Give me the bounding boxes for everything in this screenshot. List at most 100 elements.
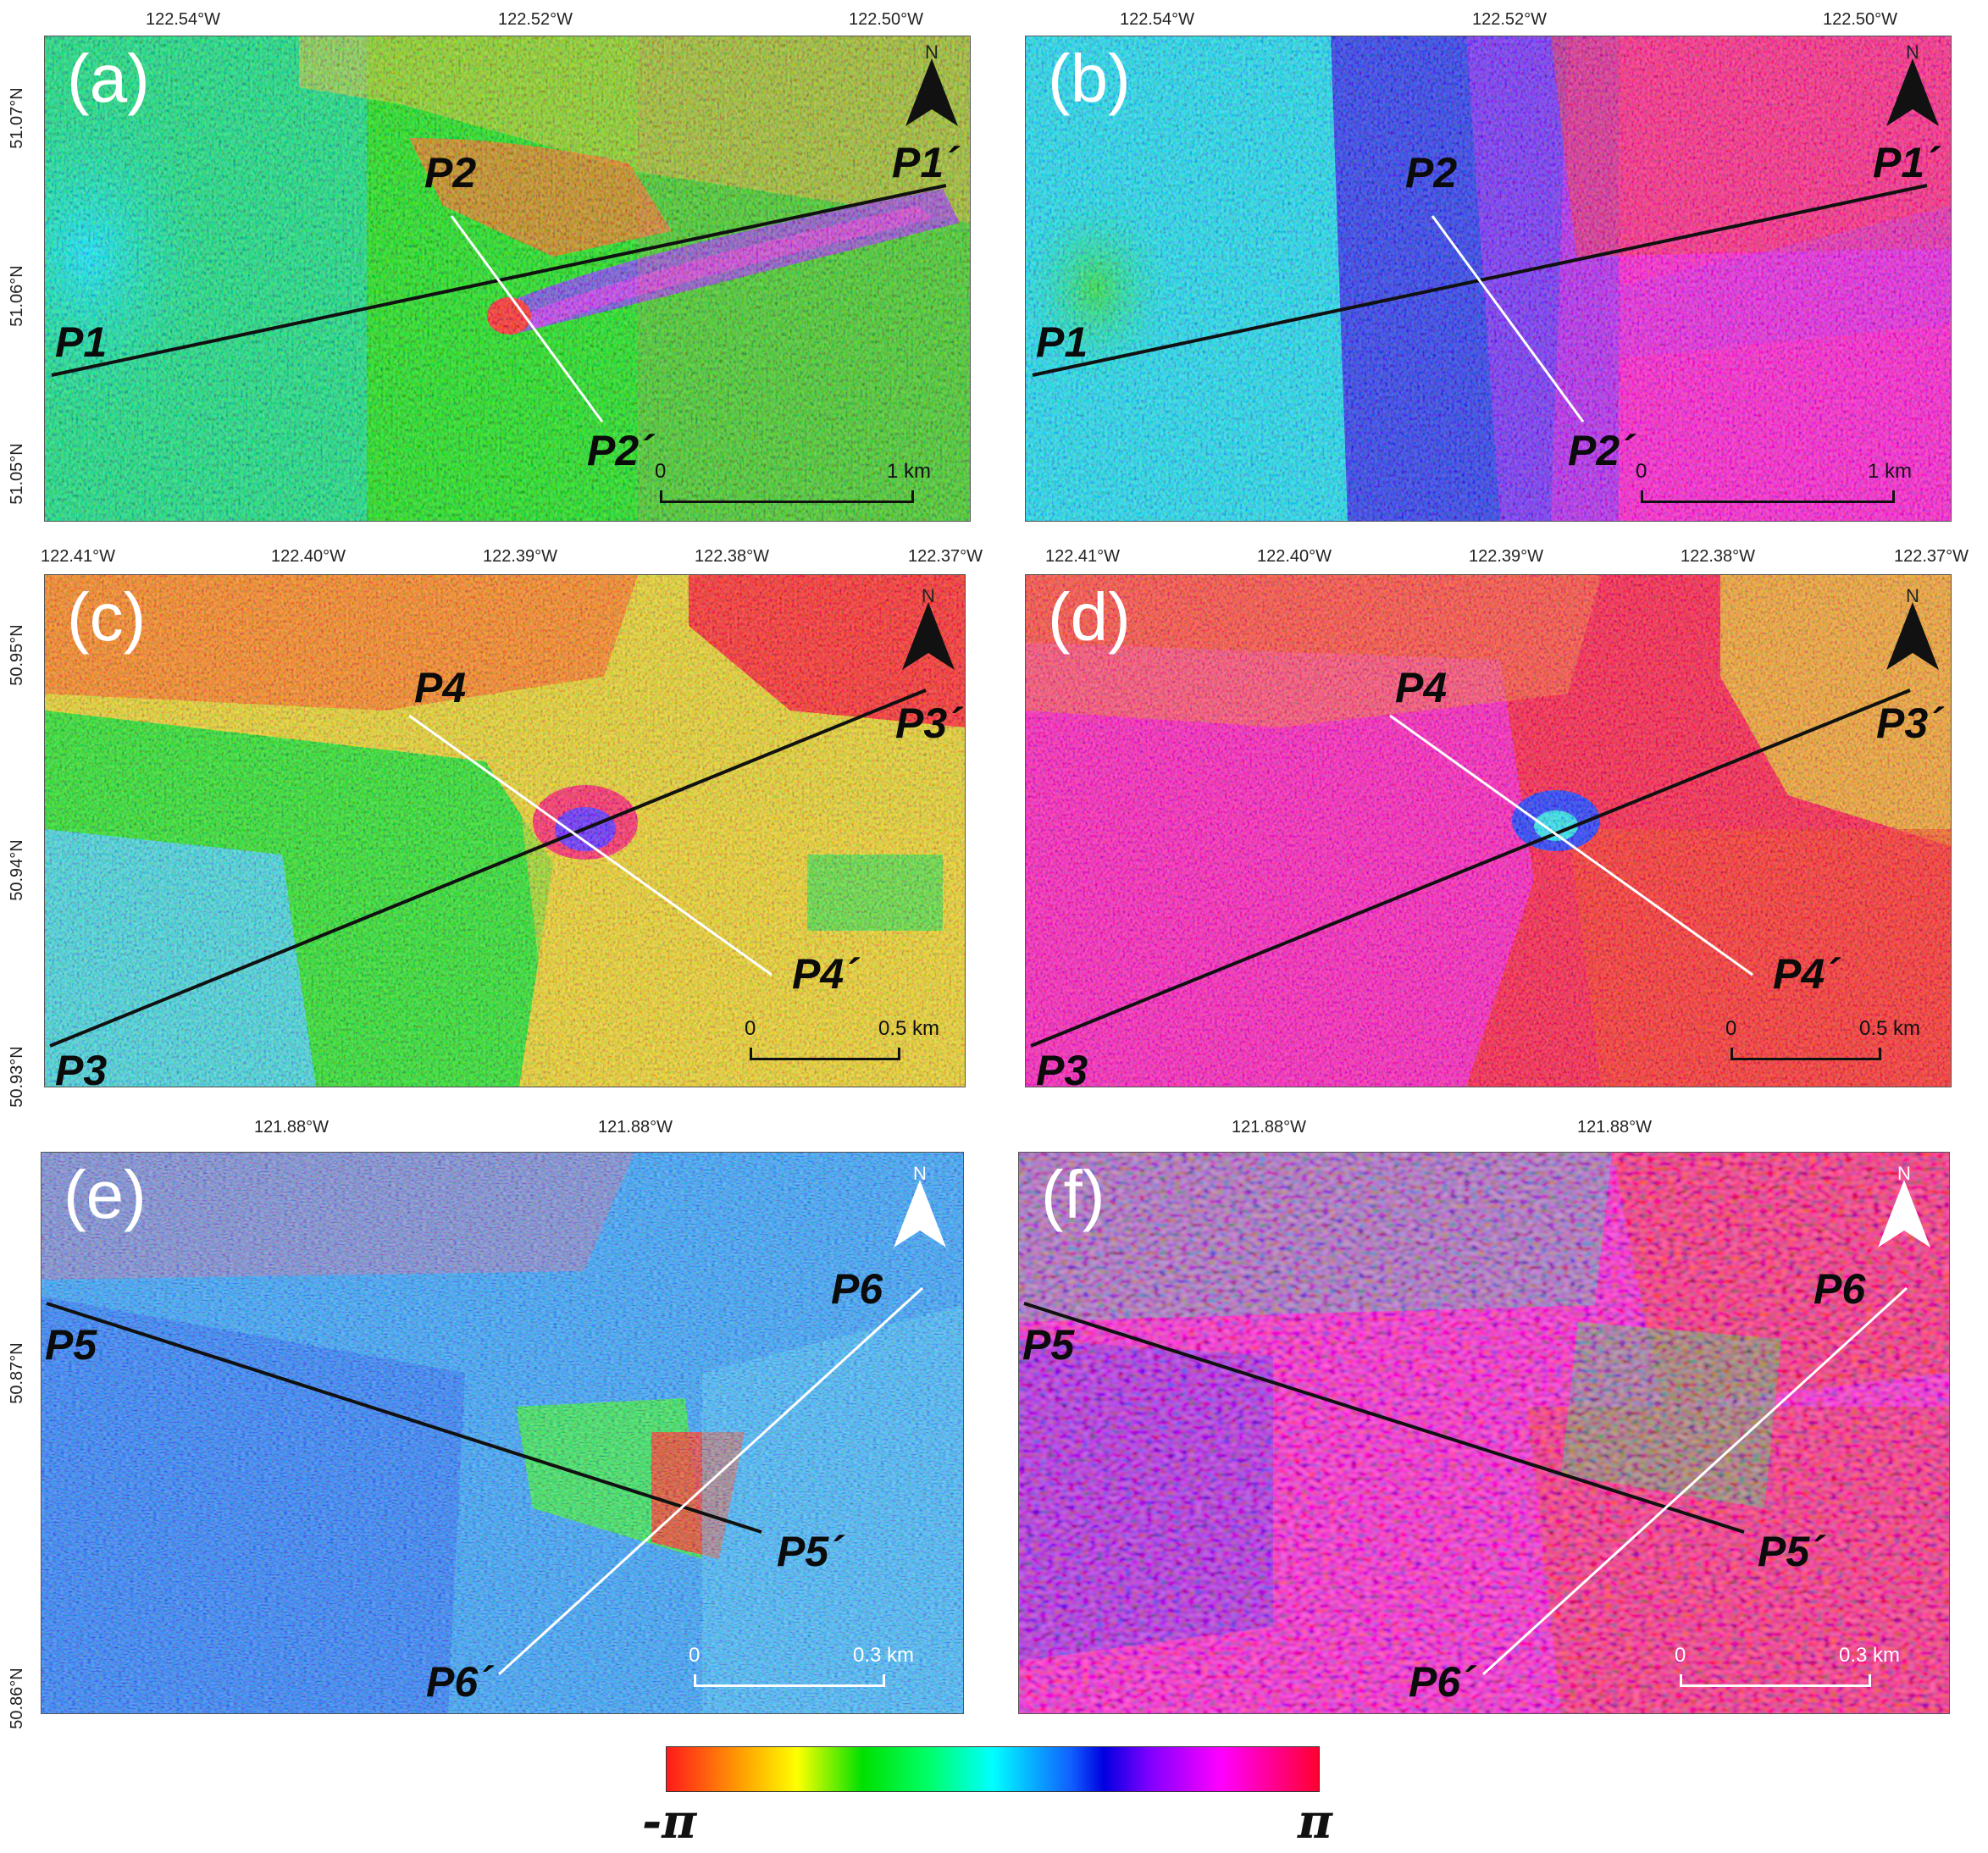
scale-bar: 0 0.5 km	[1725, 1017, 1920, 1068]
profile-line-p2	[450, 215, 604, 423]
x-tick: 121.88°W	[1577, 1118, 1653, 1137]
phase-map	[1019, 1153, 1949, 1713]
point-label-p3: P3	[1036, 1047, 1088, 1087]
x-tick: 121.88°W	[598, 1118, 673, 1137]
scale-bar: 0 0.5 km	[745, 1017, 939, 1068]
phase-colorbar	[666, 1746, 1320, 1792]
scale-end: 0.3 km	[852, 1644, 914, 1667]
point-label-p4-prime: P4´	[792, 950, 858, 998]
scale-end: 1 km	[1867, 460, 1912, 483]
point-label-p3-prime: P3´	[1876, 700, 1942, 747]
profile-line-p4	[408, 714, 772, 976]
y-tick: 51.05°N	[7, 443, 26, 505]
profile-line-p6	[497, 1286, 924, 1676]
profile-line-p5	[1023, 1302, 1745, 1534]
y-tick: 50.94°N	[7, 839, 26, 901]
x-tick: 122.50°W	[1823, 10, 1898, 29]
scale-start: 0	[1725, 1017, 1737, 1040]
y-tick: 51.06°N	[7, 265, 26, 327]
panel-label: (f)	[1041, 1157, 1105, 1232]
point-label-p6: P6	[1814, 1265, 1866, 1313]
point-label-p2-prime: P2´	[1568, 427, 1634, 474]
x-tick: 122.38°W	[1681, 547, 1756, 566]
map-panel-c: (c) P3 P3´ P4 P4´ N 0 0.5 km	[44, 574, 966, 1087]
profile-line-p5	[46, 1302, 762, 1534]
x-tick: 121.88°W	[254, 1118, 329, 1137]
point-label-p5: P5	[45, 1321, 97, 1369]
y-tick: 51.07°N	[7, 87, 26, 149]
profile-line-p4	[1389, 714, 1753, 976]
panel-label: (c)	[67, 579, 147, 655]
panel-label: (b)	[1048, 41, 1131, 116]
phase-map	[45, 36, 970, 521]
x-tick: 122.38°W	[695, 547, 770, 566]
profile-line-p6	[1481, 1286, 1908, 1676]
north-letter: N	[913, 1163, 927, 1184]
map-panel-f: (f) P5 P5´ P6 P6´ N 0 0.3 km	[1018, 1152, 1950, 1714]
y-tick: 50.87°N	[7, 1342, 26, 1404]
phase-map	[1026, 575, 1951, 1087]
x-tick: 122.41°W	[1045, 547, 1121, 566]
scale-start: 0	[655, 460, 667, 483]
map-panel-b: (b) P1 P1´ P2 P2´ N 0 1 km	[1025, 36, 1952, 522]
phase-map	[45, 575, 965, 1087]
point-label-p1: P1	[55, 318, 108, 366]
scale-start: 0	[1675, 1644, 1686, 1667]
scale-end: 0.5 km	[1858, 1017, 1920, 1040]
scale-bar: 0 0.3 km	[1675, 1644, 1900, 1695]
profile-line-p3	[49, 689, 927, 1048]
north-letter: N	[925, 41, 939, 63]
x-tick: 121.88°W	[1232, 1118, 1307, 1137]
x-tick: 122.37°W	[908, 547, 983, 566]
scale-end: 0.3 km	[1838, 1644, 1900, 1667]
panel-label: (e)	[64, 1157, 147, 1232]
point-label-p3-prime: P3´	[895, 700, 961, 747]
point-label-p2-prime: P2´	[587, 427, 653, 474]
scale-start: 0	[1636, 460, 1647, 483]
scale-start: 0	[689, 1644, 701, 1667]
scale-bar: 0 0.3 km	[689, 1644, 914, 1695]
y-tick: 50.93°N	[7, 1046, 26, 1108]
x-tick: 122.52°W	[1472, 10, 1548, 29]
panel-label: (a)	[67, 41, 150, 116]
point-label-p5-prime: P5´	[1758, 1528, 1824, 1575]
point-label-p1-prime: P1´	[1873, 139, 1939, 186]
map-panel-d: (d) P3 P3´ P4 P4´ N 0 0.5 km	[1025, 574, 1952, 1087]
point-label-p4: P4	[1395, 664, 1448, 711]
point-label-p4: P4	[414, 664, 467, 711]
x-tick: 122.54°W	[1120, 10, 1195, 29]
x-tick: 122.41°W	[41, 547, 116, 566]
colorbar-max-label: π	[1298, 1794, 1332, 1850]
point-label-p6-prime: P6´	[426, 1658, 492, 1706]
x-tick: 122.39°W	[1469, 547, 1544, 566]
profile-line-p3	[1030, 689, 1911, 1048]
x-tick: 122.40°W	[271, 547, 346, 566]
point-label-p4-prime: P4´	[1773, 950, 1839, 998]
north-arrow-icon: N	[899, 585, 958, 680]
point-label-p5: P5	[1022, 1321, 1075, 1369]
map-panel-e: (e) P5 P5´ P6 P6´ N 0 0.3 km	[41, 1152, 964, 1714]
x-tick: 122.52°W	[498, 10, 573, 29]
phase-map	[42, 1153, 963, 1713]
y-tick: 50.95°N	[7, 624, 26, 686]
north-arrow-icon: N	[1883, 585, 1942, 680]
phase-map	[1026, 36, 1951, 521]
x-tick: 122.40°W	[1257, 547, 1332, 566]
north-letter: N	[1906, 41, 1919, 63]
x-tick: 122.37°W	[1894, 547, 1969, 566]
north-arrow-icon: N	[890, 1163, 950, 1258]
panel-label: (d)	[1048, 579, 1131, 655]
scale-end: 1 km	[886, 460, 931, 483]
profile-line-p2	[1431, 215, 1585, 423]
point-label-p5-prime: P5´	[777, 1528, 843, 1575]
x-tick: 122.39°W	[483, 547, 558, 566]
point-label-p3: P3	[55, 1047, 108, 1087]
x-tick: 122.54°W	[146, 10, 221, 29]
scale-bar: 0 1 km	[1636, 460, 1912, 511]
north-arrow-icon: N	[1883, 41, 1942, 136]
colorbar-min-label: -π	[642, 1794, 697, 1850]
north-letter: N	[1897, 1163, 1911, 1184]
north-letter: N	[922, 585, 935, 606]
north-letter: N	[1906, 585, 1919, 606]
map-panel-a: (a) P1 P1´ P2 P2´ N 0 1 km	[44, 36, 971, 522]
